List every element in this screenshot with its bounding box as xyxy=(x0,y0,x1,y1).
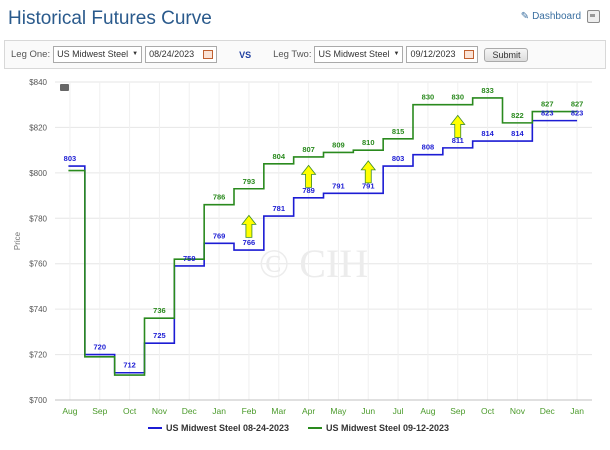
dashboard-label: Dashboard xyxy=(532,11,581,22)
data-label: 807 xyxy=(302,145,315,154)
submit-button[interactable]: Submit xyxy=(484,47,529,62)
data-label: 823 xyxy=(541,109,554,118)
data-label: 808 xyxy=(422,143,435,152)
caret-down-icon: ▼ xyxy=(393,51,400,57)
data-label: 803 xyxy=(392,154,405,163)
x-tick-label: Dec xyxy=(540,406,556,416)
data-label: 811 xyxy=(452,136,464,145)
leg-two-label: Leg Two: xyxy=(273,49,312,60)
x-tick-label: Nov xyxy=(510,406,526,416)
dashboard-link[interactable]: ✎ Dashboard xyxy=(521,11,581,22)
x-tick-label: Jun xyxy=(361,406,375,416)
x-tick-label: May xyxy=(330,406,347,416)
legend-label: US Midwest Steel 09-12-2023 xyxy=(326,423,449,433)
leg-one-product-value: US Midwest Steel xyxy=(57,49,129,59)
x-tick-label: Dec xyxy=(182,406,198,416)
data-label: 781 xyxy=(272,204,285,213)
caret-down-icon: ▼ xyxy=(132,51,139,57)
x-tick-label: Apr xyxy=(302,406,315,416)
x-tick-label: Jul xyxy=(393,406,404,416)
x-tick-label: Jan xyxy=(570,406,584,416)
x-tick-label: Sep xyxy=(450,406,465,416)
data-label: 814 xyxy=(511,129,524,138)
x-tick-label: Oct xyxy=(481,406,495,416)
leg-one-date-input[interactable]: 08/24/2023 xyxy=(145,46,218,63)
data-label: 830 xyxy=(451,93,464,102)
data-label: 712 xyxy=(123,361,136,370)
data-label: 766 xyxy=(243,238,256,247)
data-label: 759 xyxy=(183,254,196,263)
leg-one-label: Leg One: xyxy=(11,49,51,60)
y-tick-label: $800 xyxy=(29,169,47,178)
y-tick-label: $720 xyxy=(29,351,47,360)
data-label: 833 xyxy=(481,86,494,95)
up-arrow-icon xyxy=(241,214,257,238)
data-label: 789 xyxy=(302,186,315,195)
calendar-icon[interactable] xyxy=(203,50,214,59)
data-label: 804 xyxy=(272,152,285,161)
y-tick-label: $700 xyxy=(29,396,47,405)
leg-controls: Leg One: US Midwest Steel ▼ 08/24/2023 V… xyxy=(4,40,606,69)
leg-two-date-input[interactable]: 09/12/2023 xyxy=(406,46,479,63)
up-arrow-icon xyxy=(300,164,317,188)
y-tick-label: $780 xyxy=(29,214,47,223)
x-tick-label: Aug xyxy=(420,406,435,416)
data-label: 769 xyxy=(213,231,226,240)
data-label: 803 xyxy=(64,154,77,163)
data-label: 827 xyxy=(541,100,554,109)
y-tick-label: $740 xyxy=(29,305,47,314)
x-tick-label: Oct xyxy=(123,406,137,416)
data-label: 822 xyxy=(511,111,524,120)
data-label: 786 xyxy=(213,193,226,202)
watermark: © CIH xyxy=(259,241,368,286)
x-tick-label: Jan xyxy=(212,406,226,416)
x-tick-label: Nov xyxy=(152,406,168,416)
comment-icon xyxy=(60,84,69,91)
x-tick-label: Aug xyxy=(62,406,77,416)
leg-two-date-value: 09/12/2023 xyxy=(410,49,456,59)
x-tick-label: Sep xyxy=(92,406,107,416)
futures-curve-chart: $700 $720 $740 $760 $780 $800 $820 $840 Aug Sep Oc… xyxy=(13,78,592,433)
up-arrow-icon xyxy=(449,114,466,138)
vs-label: VS xyxy=(239,49,252,60)
y-tick-label: $840 xyxy=(29,78,47,87)
up-arrow-icon xyxy=(360,160,377,184)
y-axis-label: Price xyxy=(13,231,22,250)
x-tick-label: Mar xyxy=(271,406,286,416)
data-label: 725 xyxy=(153,331,166,340)
data-label: 736 xyxy=(153,306,166,315)
x-tick-label: Feb xyxy=(242,406,257,416)
series-line-2 xyxy=(68,97,578,376)
data-label: 827 xyxy=(571,100,584,109)
data-label: 810 xyxy=(362,138,375,147)
y-tick-label: $760 xyxy=(29,260,47,269)
data-label: 809 xyxy=(332,140,345,149)
leg-two-product-value: US Midwest Steel xyxy=(318,49,390,59)
data-label: 720 xyxy=(93,343,106,352)
calendar-icon[interactable] xyxy=(464,50,475,59)
leg-one-date-value: 08/24/2023 xyxy=(149,49,195,59)
data-label: 814 xyxy=(481,129,494,138)
data-label: 791 xyxy=(362,181,375,190)
leg-one-product-select[interactable]: US Midwest Steel ▼ xyxy=(53,46,143,63)
print-icon[interactable] xyxy=(587,10,600,23)
data-label: 793 xyxy=(243,177,256,186)
leg-two-product-select[interactable]: US Midwest Steel ▼ xyxy=(314,46,404,63)
top-actions: ✎ Dashboard xyxy=(521,10,600,23)
pin-icon: ✎ xyxy=(520,11,530,22)
y-tick-label: $820 xyxy=(29,123,47,132)
data-label: 823 xyxy=(571,109,584,118)
data-label: 830 xyxy=(422,93,435,102)
page-title: Historical Futures Curve xyxy=(8,8,212,29)
legend-label: US Midwest Steel 08-24-2023 xyxy=(166,423,289,433)
data-label: 791 xyxy=(332,181,345,190)
data-label: 815 xyxy=(392,127,405,136)
